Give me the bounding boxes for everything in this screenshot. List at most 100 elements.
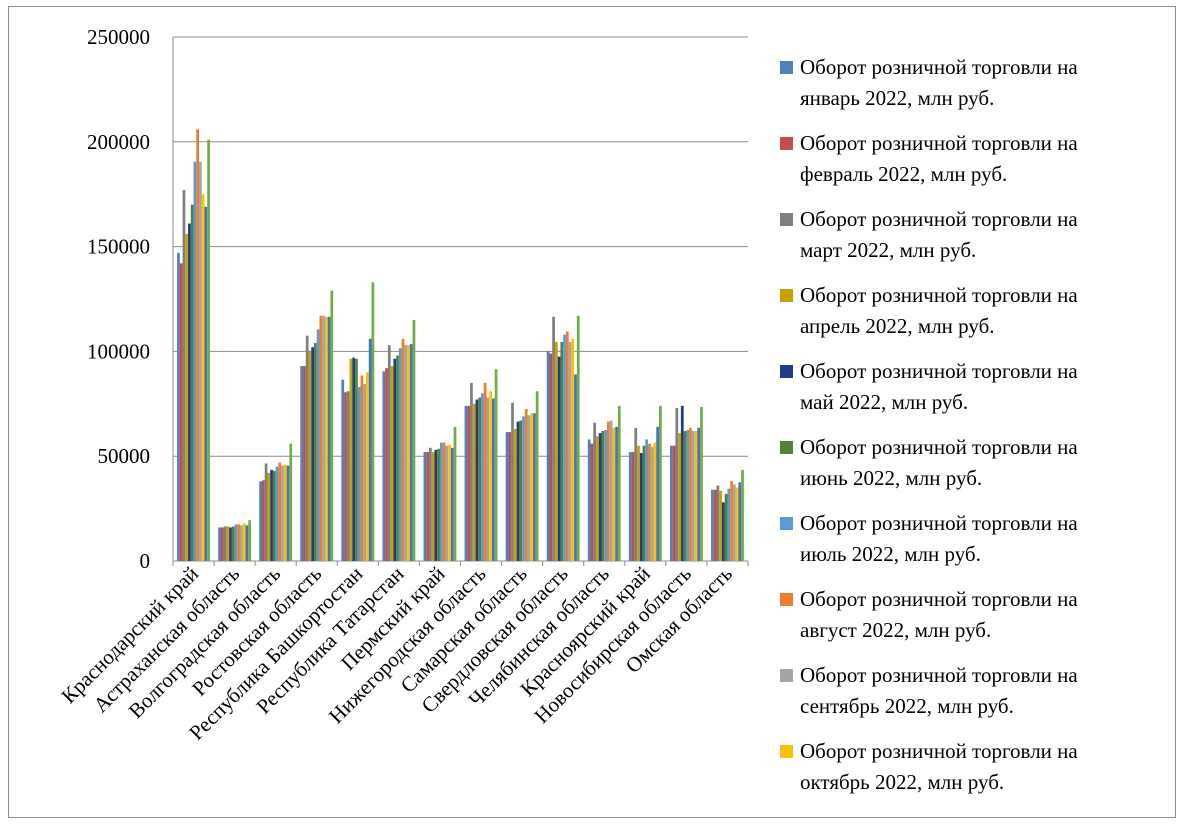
bar <box>637 445 640 561</box>
bar <box>574 374 577 561</box>
bar <box>267 472 271 561</box>
legend-label: Оборот розничной торговли на август 2022… <box>800 587 1078 642</box>
bar <box>286 465 290 561</box>
legend-item: Оборот розничной торговли на август 2022… <box>780 584 1175 660</box>
bar <box>218 527 221 561</box>
legend-swatch <box>780 61 793 74</box>
bar <box>360 375 364 561</box>
bar <box>442 442 446 561</box>
bar <box>656 426 660 561</box>
legend-swatch <box>780 137 793 150</box>
bar <box>357 387 361 561</box>
bar <box>261 480 265 561</box>
legend-label: Оборот розничной торговли на январь 2022… <box>800 55 1078 110</box>
bar <box>305 335 309 561</box>
bar <box>727 488 731 561</box>
bar <box>535 391 539 561</box>
bar <box>590 443 594 561</box>
bar <box>324 316 328 561</box>
y-tick-label: 100000 <box>87 339 150 363</box>
bar <box>341 379 345 561</box>
bar <box>272 470 276 561</box>
bar <box>220 527 224 561</box>
bar <box>201 194 205 561</box>
bar <box>327 316 331 561</box>
bar <box>303 366 306 561</box>
bar <box>508 432 512 561</box>
bar <box>481 393 484 561</box>
bar <box>429 447 432 561</box>
bar <box>719 490 722 561</box>
bar <box>678 433 681 561</box>
bar <box>596 436 599 561</box>
bar <box>617 405 621 561</box>
bar <box>516 421 520 561</box>
legend-swatch <box>780 213 793 226</box>
legend-label: Оборот розничной торговли на май 2022, м… <box>800 359 1078 414</box>
bar <box>552 316 555 561</box>
bar <box>179 263 183 561</box>
bar <box>193 161 197 561</box>
legend-label: Оборот розничной торговли на октябрь 202… <box>800 739 1078 794</box>
bar <box>653 442 657 561</box>
legend-item: Оборот розничной торговли на январь 2022… <box>780 52 1175 128</box>
bar <box>675 407 679 561</box>
bar <box>278 462 282 561</box>
bar <box>281 465 284 561</box>
bar <box>242 523 246 561</box>
bar <box>642 445 646 561</box>
bar <box>393 358 397 561</box>
legend-swatch <box>780 441 793 454</box>
legend-label: Оборот розничной торговли на февраль 202… <box>800 131 1078 186</box>
bar <box>606 421 610 561</box>
chart-legend: Оборот розничной торговли на январь 2022… <box>780 52 1175 812</box>
bar <box>604 430 607 561</box>
bar <box>478 397 482 561</box>
bar <box>513 428 517 561</box>
bar <box>612 427 616 561</box>
bar <box>713 489 717 561</box>
bar <box>207 139 210 562</box>
bar <box>659 405 662 561</box>
legend-label: Оборот розничной торговли на сентябрь 20… <box>800 663 1078 718</box>
bar <box>409 344 413 561</box>
bar <box>598 433 602 561</box>
bar <box>423 452 427 561</box>
bar <box>366 372 369 561</box>
bar <box>240 525 243 561</box>
bar <box>634 427 638 561</box>
bar <box>716 485 720 561</box>
bar <box>563 334 566 561</box>
bar <box>565 331 569 561</box>
legend-item: Оборот розничной торговли на май 2022, м… <box>780 356 1175 432</box>
bar <box>576 315 580 561</box>
bar <box>311 347 315 561</box>
legend-item: Оборот розничной торговли на март 2022, … <box>780 204 1175 280</box>
bar <box>322 315 325 561</box>
bar <box>396 355 399 561</box>
bar <box>686 430 690 561</box>
bar <box>691 431 695 561</box>
bar <box>505 432 509 561</box>
bar <box>546 351 550 561</box>
bar <box>300 366 304 561</box>
bar <box>557 356 561 561</box>
bar <box>486 397 490 561</box>
bar <box>264 463 268 561</box>
bar <box>527 415 531 561</box>
bar <box>319 315 323 561</box>
bar <box>355 358 358 561</box>
bar <box>448 444 451 561</box>
bar <box>721 502 725 561</box>
bar <box>314 343 317 561</box>
bar <box>672 445 676 561</box>
bar <box>426 452 430 561</box>
bar <box>587 439 591 561</box>
bar <box>182 190 186 561</box>
legend-label: Оборот розничной торговли на март 2022, … <box>800 207 1078 262</box>
bar <box>248 520 252 561</box>
legend-swatch <box>780 745 793 758</box>
bar <box>483 382 487 561</box>
bar <box>711 489 714 561</box>
